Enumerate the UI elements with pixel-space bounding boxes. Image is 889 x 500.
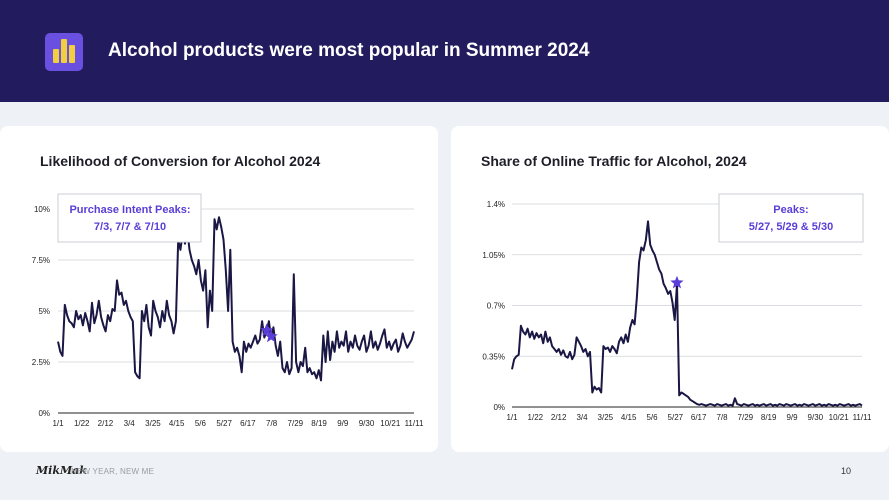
conversion-chart-title: Likelihood of Conversion for Alcohol 202… — [40, 153, 321, 169]
x-tick-label: 3/25 — [598, 413, 614, 422]
traffic-chart: 0% 0.35% 0.7% 1.05% 1.4% 1/1 1/22 2/12 3/4 3/25 4/… — [482, 193, 872, 422]
annotation-line: 7/3, 7/7 & 7/10 — [94, 221, 166, 233]
y-tick-label: 2.5% — [32, 358, 50, 367]
bar-chart-icon — [45, 33, 83, 71]
traffic-chart-panel: Share of Online Traffic for Alcohol, 202… — [451, 126, 889, 452]
x-tick-label: 5/6 — [195, 419, 207, 428]
annotation-line: Peaks: — [773, 204, 808, 216]
x-tick-label: 11/11 — [405, 419, 424, 428]
x-tick-label: 1/1 — [52, 419, 64, 428]
x-tick-label: 10/21 — [380, 419, 401, 428]
x-tick-label: 9/9 — [786, 413, 798, 422]
x-tick-label: 3/4 — [124, 419, 136, 428]
x-tick-label: 1/22 — [528, 413, 544, 422]
x-tick-label: 5/27 — [216, 419, 232, 428]
x-tick-label: 9/30 — [359, 419, 375, 428]
annotation-line: 5/27, 5/29 & 5/30 — [749, 221, 833, 233]
x-tick-label: 11/11 — [853, 413, 872, 422]
x-tick-label: 5/6 — [646, 413, 658, 422]
x-tick-label: 10/21 — [829, 413, 850, 422]
peak-star-icon — [670, 275, 684, 289]
page-number: 10 — [841, 466, 852, 476]
page-title: Alcohol products were most popular in Su… — [108, 40, 590, 61]
y-tick-label: 0.7% — [487, 302, 505, 311]
x-tick-label: 3/25 — [145, 419, 161, 428]
peak-star-icon — [264, 329, 278, 343]
annotation-box — [57, 193, 202, 243]
y-tick-label: 1.05% — [482, 251, 505, 260]
x-tick-label: 2/12 — [551, 413, 567, 422]
x-tick-label: 7/8 — [716, 413, 728, 422]
y-tick-label: 0.35% — [482, 352, 505, 361]
y-tick-label: 7.5% — [32, 256, 50, 265]
y-tick-label: 0% — [38, 409, 50, 418]
annotation-box — [718, 193, 864, 243]
header-banner: Alcohol products were most popular in Su… — [0, 0, 889, 102]
brand-logo: MikMak — [36, 464, 87, 477]
traffic-chart-title: Share of Online Traffic for Alcohol, 202… — [481, 153, 747, 169]
x-tick-label: 7/29 — [738, 413, 754, 422]
x-tick-label: 6/17 — [691, 413, 707, 422]
conversion-chart: 0% 2.5% 5% 7.5% 10% 1/1 1/22 2/12 3/4 3/25 4/15 5/6… — [32, 193, 424, 428]
y-tick-label: 1.4% — [487, 200, 505, 209]
x-tick-label: 5/27 — [668, 413, 684, 422]
x-tick-label: 8/19 — [311, 419, 327, 428]
x-tick-label: 7/29 — [288, 419, 304, 428]
y-tick-label: 5% — [38, 307, 50, 316]
x-tick-label: 4/15 — [169, 419, 185, 428]
series-line — [57, 216, 415, 382]
x-tick-label: 2/12 — [98, 419, 114, 428]
footer-tagline: NEW YEAR, NEW ME — [71, 467, 155, 476]
x-tick-label: 1/1 — [506, 413, 518, 422]
y-tick-label: 10% — [34, 205, 50, 214]
x-tick-label: 1/22 — [74, 419, 90, 428]
peak-star-icon — [260, 323, 274, 337]
series-line — [511, 220, 863, 407]
conversion-chart-panel: Likelihood of Conversion for Alcohol 202… — [0, 126, 438, 452]
x-tick-label: 4/15 — [621, 413, 637, 422]
annotation-line: Purchase Intent Peaks: — [69, 204, 190, 216]
x-tick-label: 8/19 — [761, 413, 777, 422]
x-tick-label: 3/4 — [576, 413, 588, 422]
x-tick-label: 6/17 — [240, 419, 256, 428]
x-tick-label: 9/30 — [808, 413, 824, 422]
y-tick-label: 0% — [493, 403, 505, 412]
x-tick-label: 9/9 — [337, 419, 349, 428]
x-tick-label: 7/8 — [266, 419, 278, 428]
